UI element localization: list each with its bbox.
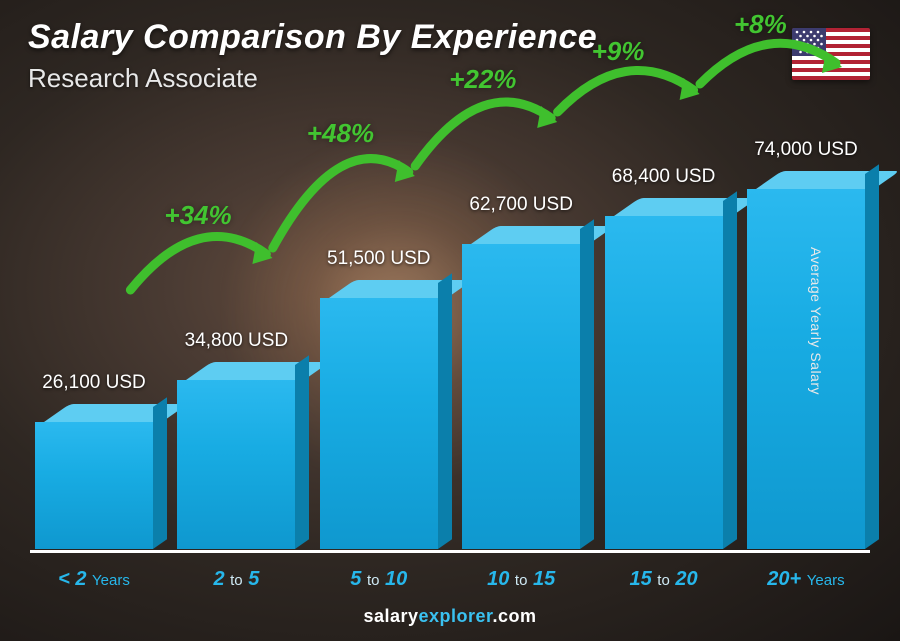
bar-side-face (295, 355, 309, 549)
title-block: Salary Comparison By Experience Research… (28, 18, 597, 94)
bar-side-face (723, 191, 737, 549)
bar-slot: 62,700 USD (457, 194, 585, 549)
bar-value-label: 68,400 USD (612, 166, 716, 188)
bar-side-face (865, 164, 879, 549)
bar-value-label: 62,700 USD (469, 194, 573, 216)
bar-side-face (153, 397, 167, 549)
bar-3d (320, 280, 438, 549)
percent-increase-badge: +8% (728, 7, 793, 42)
bar-value-label: 74,000 USD (754, 139, 858, 161)
x-axis-line (30, 550, 870, 553)
bar-slot: 34,800 USD (172, 330, 300, 549)
infographic-stage: { "title": "Salary Comparison By Experie… (0, 0, 900, 641)
x-axis-label: 5 to 10 (315, 568, 443, 591)
footer-brand: salaryexplorer.com (0, 606, 900, 627)
bar-front-face (320, 298, 438, 549)
bar-slot: 74,000 USD (742, 139, 870, 549)
bar-3d (177, 362, 295, 549)
bar-3d (605, 198, 723, 549)
footer-text-b: explorer (419, 606, 493, 626)
bar-slot: 51,500 USD (315, 248, 443, 549)
bar-front-face (177, 380, 295, 549)
x-axis-label: 2 to 5 (172, 568, 300, 591)
bar-3d (462, 226, 580, 549)
bar-front-face (747, 189, 865, 549)
bar-slot: 68,400 USD (600, 166, 728, 549)
bar-3d (747, 171, 865, 549)
x-axis-label: 20+ Years (742, 568, 870, 591)
x-axis-label: 15 to 20 (600, 568, 728, 591)
bar-front-face (462, 244, 580, 549)
bar-side-face (580, 219, 594, 549)
bar-value-label: 34,800 USD (185, 330, 289, 352)
x-axis-label: 10 to 15 (457, 568, 585, 591)
x-axis-label: < 2 Years (30, 568, 158, 591)
bar-front-face (35, 422, 153, 549)
bar-side-face (438, 273, 452, 549)
footer-text-c: .com (493, 606, 537, 626)
chart-title: Salary Comparison By Experience (28, 18, 597, 57)
y-axis-label: Average Yearly Salary (808, 247, 824, 395)
bar-chart: 26,100 USD 34,800 USD 51,500 USD 62,700 … (30, 109, 870, 549)
us-flag-icon (792, 28, 870, 80)
bar-slot: 26,100 USD (30, 372, 158, 549)
chart-subtitle: Research Associate (28, 63, 597, 94)
bar-value-label: 51,500 USD (327, 248, 431, 270)
footer-text-a: salary (363, 606, 418, 626)
bars-container: 26,100 USD 34,800 USD 51,500 USD 62,700 … (30, 109, 870, 549)
bar-value-label: 26,100 USD (42, 372, 146, 394)
bar-3d (35, 404, 153, 549)
bar-front-face (605, 216, 723, 549)
x-axis-labels: < 2 Years 2 to 5 5 to 10 10 to 15 15 to 20 20… (30, 568, 870, 591)
